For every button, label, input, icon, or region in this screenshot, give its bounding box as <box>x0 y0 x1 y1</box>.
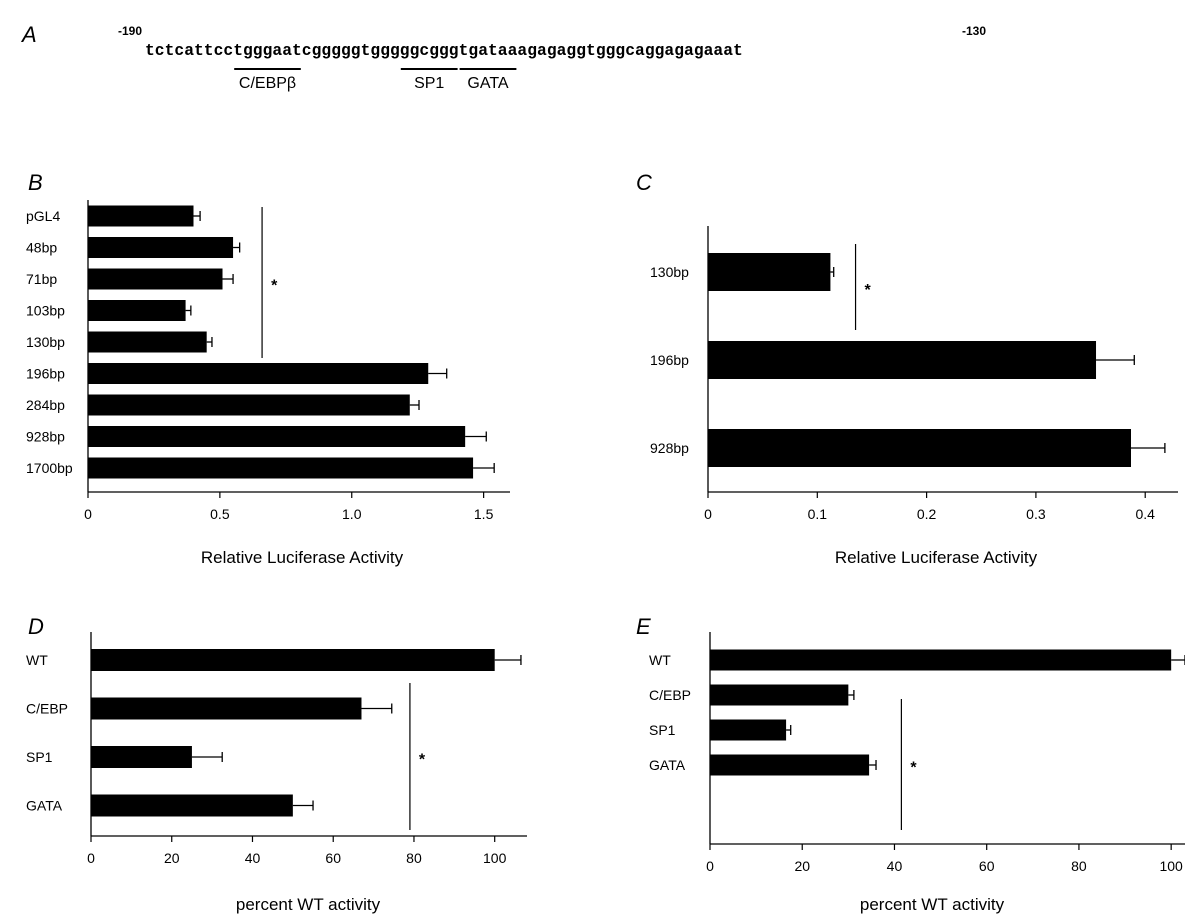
panel-a: A -190 -130 tctcattcctgggaatcgggggtggggg… <box>20 22 986 92</box>
category-label: WT <box>26 652 48 668</box>
category-label: 48bp <box>26 240 57 256</box>
category-label: SP1 <box>26 749 53 765</box>
x-tick-label: 40 <box>245 850 261 866</box>
significance-marker: * <box>865 282 872 299</box>
bar <box>91 794 293 817</box>
x-tick-label: 1.5 <box>474 506 494 522</box>
chart-panel-c: 0 0.1 0.2 0.3 0.4 Relative Luciferase Activit… <box>650 226 1178 567</box>
x-tick-label: 80 <box>1071 858 1087 874</box>
bar <box>708 429 1131 467</box>
category-label: 103bp <box>26 303 65 319</box>
category-label: pGL4 <box>26 208 60 224</box>
x-tick-label: 20 <box>794 858 810 874</box>
x-tick-label: 0.3 <box>1026 506 1046 522</box>
x-tick-label: 20 <box>164 850 180 866</box>
bar <box>88 331 207 353</box>
panel-d-letter: D <box>28 614 44 639</box>
chart-panel-b: 0 0.5 1.0 1.5 Relative Luciferase Activity pG… <box>26 200 510 567</box>
x-tick-label: 40 <box>887 858 903 874</box>
x-tick-label: 1.0 <box>342 506 362 522</box>
bar <box>88 394 410 416</box>
category-label: 130bp <box>650 264 689 280</box>
x-tick-label: 0.2 <box>917 506 937 522</box>
panel-b-letter: B <box>28 170 43 195</box>
chart-panel-d: 0 20 40 60 80 100 percent WT activity WT C/EBP SP… <box>26 632 527 914</box>
category-label: 1700bp <box>26 460 73 476</box>
bar <box>710 719 787 741</box>
significance-marker: * <box>910 760 917 777</box>
category-label: C/EBP <box>649 687 691 703</box>
significance-marker: * <box>271 278 278 295</box>
category-label: 196bp <box>650 352 689 368</box>
sequence-start-label: -190 <box>118 24 142 38</box>
site-label-0: C/EBPβ <box>239 75 296 92</box>
site-label-2: GATA <box>467 75 509 92</box>
category-label: C/EBP <box>26 701 68 717</box>
bar <box>88 268 223 290</box>
bar <box>88 205 194 227</box>
bar <box>88 300 186 321</box>
x-tick-label: 0 <box>84 506 92 522</box>
bar <box>710 684 849 706</box>
bar <box>708 341 1097 379</box>
x-tick-label: 0 <box>706 858 714 874</box>
category-label: 196bp <box>26 366 65 382</box>
bar <box>710 754 870 776</box>
x-tick-label: 60 <box>325 850 341 866</box>
x-axis-label: Relative Luciferase Activity <box>201 548 404 567</box>
x-axis-label: Relative Luciferase Activity <box>835 548 1038 567</box>
x-tick-label: 0.4 <box>1135 506 1155 522</box>
x-tick-label: 0 <box>87 850 95 866</box>
category-label: SP1 <box>649 722 676 738</box>
bar <box>91 649 495 671</box>
x-axis-label: percent WT activity <box>236 895 381 914</box>
bar <box>88 457 474 479</box>
site-label-1: SP1 <box>414 75 444 92</box>
panel-e-letter: E <box>636 614 651 639</box>
category-label: 928bp <box>26 429 65 445</box>
binding-sites: C/EBPβ SP1 GATA <box>234 68 517 92</box>
x-tick-label: 100 <box>483 850 507 866</box>
bar <box>88 426 466 447</box>
category-label: 130bp <box>26 334 65 350</box>
promoter-sequence: tctcattcctgggaatcgggggtgggggcgggtgataaag… <box>145 41 743 60</box>
category-label: GATA <box>649 757 686 773</box>
sequence-end-label: -130 <box>962 24 986 38</box>
panel-a-letter: A <box>20 22 37 47</box>
bar <box>91 746 192 768</box>
panel-c-letter: C <box>636 170 652 195</box>
significance-marker: * <box>419 752 426 769</box>
x-tick-label: 0 <box>704 506 712 522</box>
chart-panel-e: 0 20 40 60 80 100 percent WT activity WT C/EBP SP… <box>649 632 1185 914</box>
bar <box>88 237 234 258</box>
bar <box>708 253 831 291</box>
category-label: WT <box>649 652 671 668</box>
x-tick-label: 100 <box>1159 858 1183 874</box>
category-label: 71bp <box>26 271 57 287</box>
bar <box>91 697 362 720</box>
bar <box>710 649 1172 671</box>
category-label: 928bp <box>650 440 689 456</box>
x-axis-label: percent WT activity <box>860 895 1005 914</box>
x-tick-label: 0.5 <box>210 506 230 522</box>
bar <box>88 363 429 384</box>
category-label: 284bp <box>26 397 65 413</box>
x-tick-label: 0.1 <box>808 506 828 522</box>
x-tick-label: 80 <box>406 850 422 866</box>
category-label: GATA <box>26 798 63 814</box>
x-tick-label: 60 <box>979 858 995 874</box>
